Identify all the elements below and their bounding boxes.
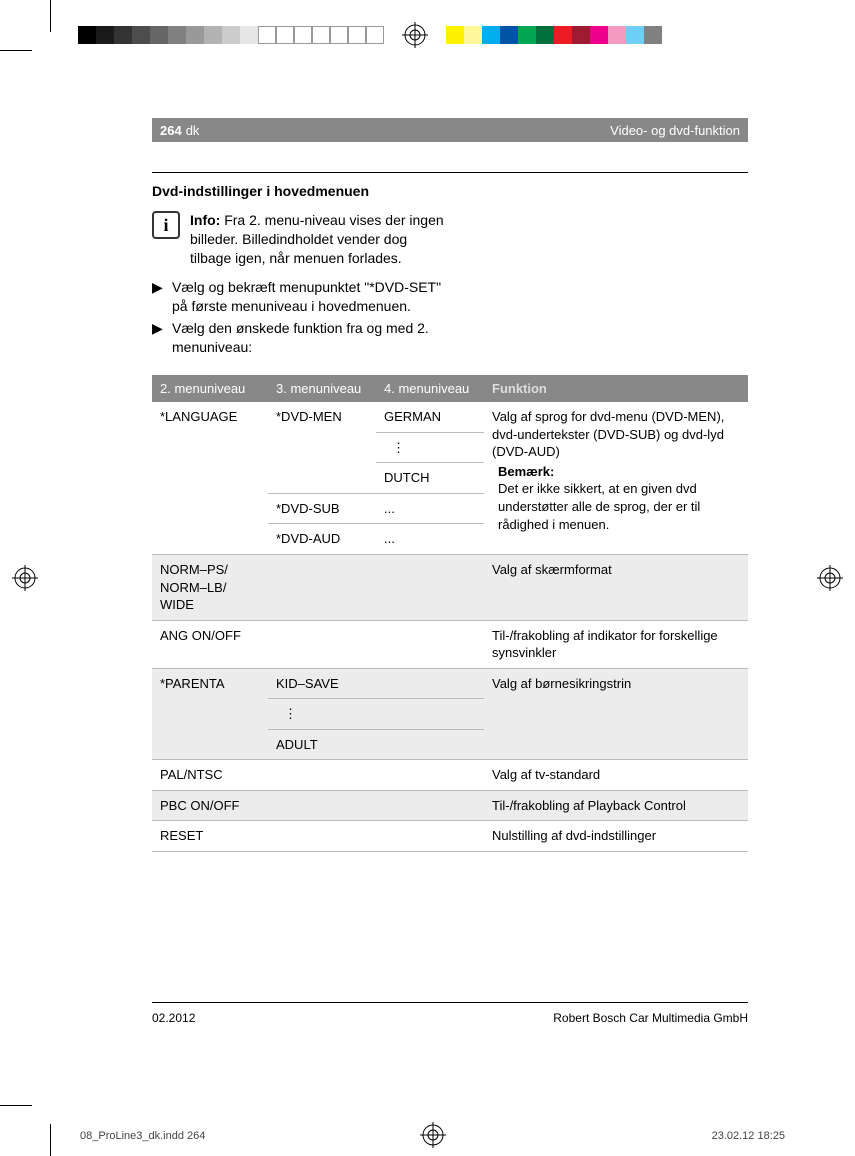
registration-mark-right	[817, 565, 843, 591]
section-title: Video- og dvd-funktion	[610, 123, 740, 138]
col-header: 2. menuniveau	[152, 375, 268, 402]
col-header: 4. menuniveau	[376, 375, 484, 402]
col-header: Funktion	[484, 375, 748, 402]
step-text: Vælg den ønskede funktion fra og med 2. …	[172, 319, 452, 357]
heading: Dvd-indstillinger i hovedmenuen	[152, 183, 748, 199]
registration-mark-bottom	[420, 1122, 446, 1151]
table-row: PBC ON/OFFTil-/frakobling af Playback Co…	[152, 790, 748, 821]
registration-mark-top	[402, 22, 428, 48]
indd-timestamp: 23.02.12 18:25	[712, 1130, 785, 1142]
indd-file: 08_ProLine3_dk.indd 264	[80, 1130, 205, 1142]
info-icon: i	[152, 211, 180, 239]
step-text: Vælg og bekræft menupunktet "*DVD-SET" p…	[172, 278, 452, 316]
page-header-bar: 264 dk Video- og dvd-funktion	[152, 118, 748, 142]
table-row: *PARENTA KID–SAVE Valg af børnesikringst…	[152, 668, 748, 699]
page-content: 264 dk Video- og dvd-funktion Dvd-indsti…	[152, 118, 748, 1103]
table-row: RESETNulstilling af dvd-indstillinger	[152, 821, 748, 852]
step-list: ▶Vælg og bekræft menupunktet "*DVD-SET" …	[152, 278, 748, 358]
page-lang: dk	[186, 123, 200, 138]
table-row: *LANGUAGE *DVD-MEN GERMAN Valg af sprog …	[152, 402, 748, 432]
registration-mark-left	[12, 565, 38, 591]
footer-date: 02.2012	[152, 1011, 195, 1025]
triangle-icon: ▶	[152, 278, 172, 316]
footer-company: Robert Bosch Car Multimedia GmbH	[553, 1011, 748, 1025]
info-text: Fra 2. menu-niveau vises der ingen bille…	[190, 212, 444, 266]
info-label: Info:	[190, 212, 220, 228]
page-number: 264	[160, 123, 182, 138]
table-row: NORM–PS/ NORM–LB/ WIDEValg af skærmforma…	[152, 554, 748, 620]
print-calibration-bar	[78, 22, 785, 48]
spread-footer: 08_ProLine3_dk.indd 264 23.02.12 18:25	[80, 1130, 785, 1142]
menu-table: 2. menuniveau 3. menuniveau 4. menunivea…	[152, 375, 748, 852]
triangle-icon: ▶	[152, 319, 172, 357]
table-header-row: 2. menuniveau 3. menuniveau 4. menunivea…	[152, 375, 748, 402]
info-box: i Info: Fra 2. menu-niveau vises der ing…	[152, 211, 748, 268]
col-header: 3. menuniveau	[268, 375, 376, 402]
page-footer: 02.2012 Robert Bosch Car Multimedia GmbH	[152, 1011, 748, 1025]
table-row: ANG ON/OFFTil-/frakobling af indikator f…	[152, 620, 748, 668]
table-row: PAL/NTSCValg af tv-standard	[152, 760, 748, 791]
